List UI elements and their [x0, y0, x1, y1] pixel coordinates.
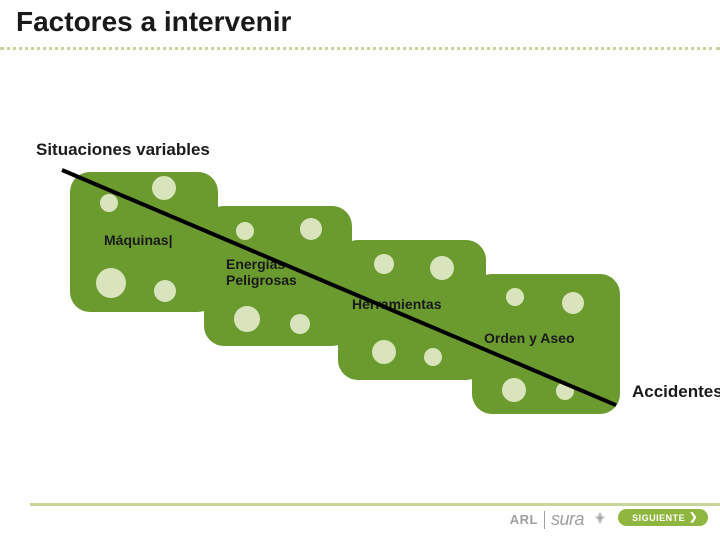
card-dot — [374, 254, 394, 274]
result-label: Accidentes — [632, 382, 720, 402]
title-underline — [0, 47, 720, 50]
card-dot — [236, 222, 254, 240]
factor-label: Máquinas| — [104, 232, 172, 248]
card-dot — [502, 378, 526, 402]
subtitle: Situaciones variables — [36, 140, 210, 160]
next-button-label: SIGUIENTE — [632, 513, 685, 523]
card-dot — [506, 288, 524, 306]
card-dot — [424, 348, 442, 366]
logo-sura-text: sura — [551, 509, 584, 530]
card-dot — [234, 306, 260, 332]
card-dot — [430, 256, 454, 280]
slide-title: Factores a intervenir — [16, 6, 291, 38]
factor-label: Energías Peligrosas — [226, 256, 297, 288]
card-dot — [562, 292, 584, 314]
factor-label: Orden y Aseo — [484, 330, 575, 346]
logo-divider — [544, 511, 545, 529]
footer-bar — [0, 503, 720, 506]
brand-logo: ARL sura — [510, 509, 610, 530]
chevron-right-icon: ❯ — [689, 512, 698, 523]
next-button[interactable]: SIGUIENTE ❯ — [618, 509, 708, 526]
logo-arl-text: ARL — [510, 512, 538, 527]
card-dot — [290, 314, 310, 334]
slide-root: Factores a intervenir Situaciones variab… — [0, 0, 720, 540]
card-dot — [152, 176, 176, 200]
card-dot — [96, 268, 126, 298]
card-dot — [100, 194, 118, 212]
card-dot — [154, 280, 176, 302]
logo-mark-icon — [590, 510, 610, 530]
card-dot — [372, 340, 396, 364]
card-dot — [300, 218, 322, 240]
